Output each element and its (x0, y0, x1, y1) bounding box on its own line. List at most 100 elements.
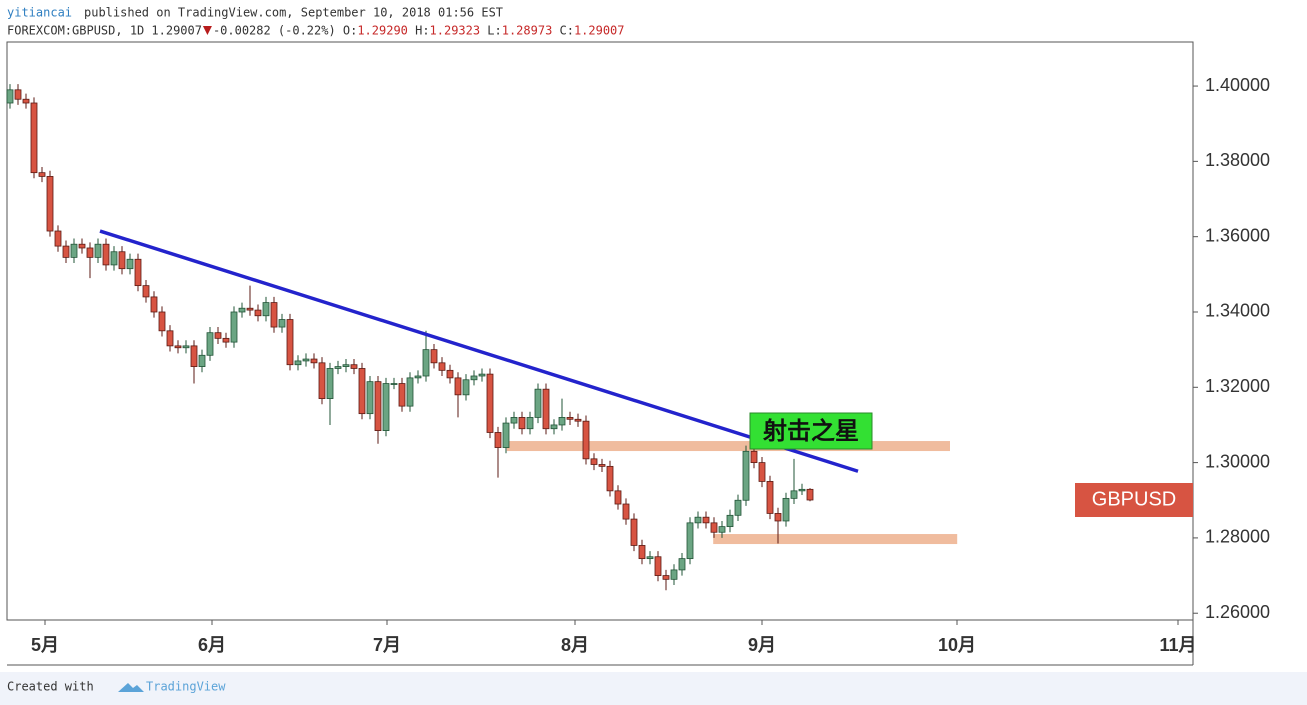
candle-body (46, 176, 54, 232)
candle-body (446, 369, 454, 379)
candle-body (278, 319, 286, 328)
candle-body (510, 417, 518, 424)
candle-body (94, 243, 102, 258)
x-tick-label: 5月 (31, 635, 59, 655)
candle-body (678, 558, 686, 571)
y-tick-label: 1.34000 (1205, 301, 1270, 321)
candle-body (366, 381, 374, 415)
candle-body (222, 337, 230, 343)
candle-body (270, 302, 278, 328)
candle-body (390, 383, 398, 385)
candle-body (118, 251, 126, 270)
ohlc-label: C: (560, 24, 574, 38)
annotation-text: 射击之星 (762, 417, 859, 445)
candle-body (166, 330, 174, 347)
candle-body (462, 379, 470, 396)
candle-body (70, 243, 78, 258)
candle-body (262, 302, 270, 317)
candle-body (782, 497, 790, 522)
candle-body (350, 364, 358, 369)
candle-body (54, 230, 62, 247)
candle-body (502, 422, 510, 448)
published: published on TradingView.com, September … (84, 6, 503, 20)
y-tick-label: 1.36000 (1205, 225, 1270, 245)
y-tick-label: 1.38000 (1205, 150, 1270, 170)
candle-body (574, 418, 582, 422)
candle-body (246, 307, 254, 311)
candle-body (438, 362, 446, 371)
x-tick-label: 6月 (198, 635, 226, 655)
candle-body (78, 243, 86, 249)
candle-body (526, 417, 534, 430)
candle-body (582, 420, 590, 460)
candle-body (358, 368, 366, 415)
candle-body (558, 417, 566, 426)
y-tick-label: 1.26000 (1205, 602, 1270, 622)
candle-body (710, 522, 718, 533)
down-arrow (202, 26, 212, 35)
ohlc-label: L: (487, 24, 501, 38)
y-tick-label: 1.40000 (1205, 75, 1270, 95)
candle-body (150, 296, 158, 313)
candle-body (294, 360, 302, 366)
candle-body (62, 245, 70, 258)
candle-body (470, 375, 478, 381)
candle-body (134, 258, 142, 287)
candle-body (686, 522, 694, 560)
candle-body (382, 383, 390, 431)
candle-body (6, 89, 14, 104)
ohlc-value: 1.29007 (574, 24, 625, 38)
candle-body (38, 172, 46, 177)
candle-body (726, 514, 734, 528)
candle-body (694, 516, 702, 524)
symbol-info: FOREXCOM:GBPUSD, 1D 1.29007 -0.00282 (-0.22… (7, 24, 625, 38)
candle-body (638, 545, 646, 560)
candle-body (518, 417, 526, 430)
candle-body (110, 251, 118, 266)
candle-body (606, 465, 614, 492)
candle-body (774, 513, 782, 522)
ohlc-value: 1.29290 (357, 24, 408, 38)
logo (118, 683, 144, 692)
candle-body (406, 377, 414, 407)
zone (506, 441, 950, 452)
y-tick-label: 1.32000 (1205, 376, 1270, 396)
ohlc-value: 1.29323 (430, 24, 481, 38)
y-tick-label: 1.28000 (1205, 527, 1270, 547)
trendline (99, 229, 859, 473)
candle-body (566, 417, 574, 420)
candle-body (286, 319, 294, 366)
plot-border (6, 41, 1194, 621)
x-tick-label: 7月 (373, 635, 401, 655)
footer-bar (0, 672, 1307, 705)
candle-body (790, 490, 798, 499)
candle-body (702, 516, 710, 524)
footer-created: Created with (7, 680, 94, 694)
candle-body (206, 332, 214, 356)
candle-body (734, 499, 742, 516)
candle-body (158, 311, 166, 332)
candle-body (598, 464, 606, 467)
ohlc-label: H: (415, 24, 429, 38)
candle-body (590, 458, 598, 465)
candle-body (798, 488, 806, 492)
candle-body (766, 481, 774, 514)
change: -0.00282 (213, 24, 271, 38)
candle-body (414, 375, 422, 379)
change-pct: (-0.22%) (278, 24, 336, 38)
footer-brand[interactable]: TradingView (146, 680, 226, 694)
candle-body (254, 309, 262, 317)
candle-body (326, 368, 334, 399)
author[interactable]: yitiancai (7, 6, 72, 20)
candle-body (742, 450, 750, 501)
candle-body (662, 575, 670, 580)
symbol-label: GBPUSD (1092, 488, 1176, 510)
symbol: FOREXCOM:GBPUSD, 1D (7, 24, 144, 38)
candle-body (22, 98, 30, 104)
candle-body (758, 462, 766, 482)
candle-body (622, 503, 630, 520)
candle-body (198, 354, 206, 367)
ohlc-label: O: (343, 24, 357, 38)
candle-body (670, 569, 678, 580)
candle-body (30, 102, 38, 174)
